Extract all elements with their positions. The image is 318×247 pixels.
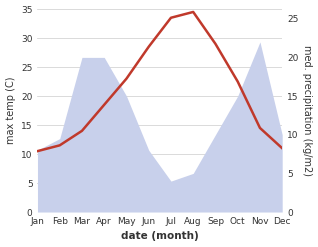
Y-axis label: med. precipitation (kg/m2): med. precipitation (kg/m2): [302, 45, 313, 176]
Y-axis label: max temp (C): max temp (C): [5, 77, 16, 144]
X-axis label: date (month): date (month): [121, 231, 199, 242]
